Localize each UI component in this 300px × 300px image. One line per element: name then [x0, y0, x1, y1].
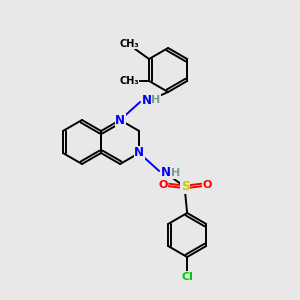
- Text: O: O: [158, 180, 168, 190]
- Text: N: N: [142, 94, 152, 106]
- Text: CH₃: CH₃: [119, 76, 139, 86]
- Text: O: O: [202, 180, 212, 190]
- Text: S: S: [181, 181, 190, 194]
- Text: N: N: [134, 146, 144, 160]
- Text: N: N: [115, 113, 125, 127]
- Text: CH₃: CH₃: [119, 39, 139, 49]
- Text: Cl: Cl: [181, 272, 193, 282]
- Text: N: N: [161, 167, 171, 179]
- Text: H: H: [152, 95, 161, 105]
- Text: H: H: [170, 168, 180, 178]
